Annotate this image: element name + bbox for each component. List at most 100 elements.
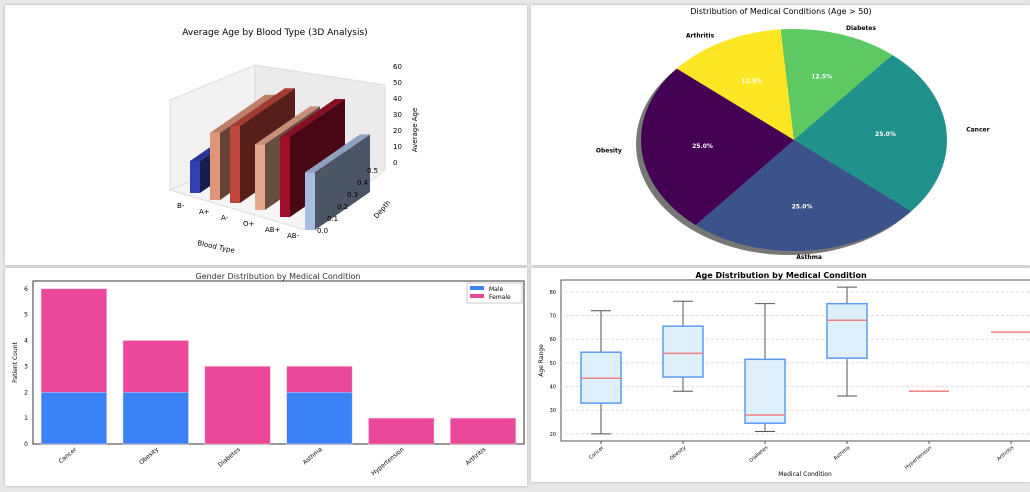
bar-front (230, 126, 240, 203)
x-tick-label: Diabetes (217, 446, 242, 468)
bar-front (255, 144, 265, 210)
x-tick-label: Hypertension (370, 446, 405, 477)
y-tick-label: 40 (550, 385, 556, 391)
z-tick-label: 50 (393, 79, 402, 87)
z-tick-label: 60 (393, 63, 402, 71)
pie-pct-label: 25.0% (875, 131, 896, 138)
pie-slice-obesity (641, 68, 794, 226)
z-tick-label: 0 (393, 159, 397, 167)
pie-label: Asthma (796, 254, 822, 261)
x-tick-label: A- (221, 214, 229, 222)
bar-female (286, 366, 353, 393)
x-tick-label: Arthritis (996, 445, 1015, 463)
chart-title: Age Distribution by Medical Condition (695, 271, 867, 280)
x-tick-label: Arthritis (464, 446, 487, 467)
legend-label: Female (489, 294, 511, 301)
y-tick-label: 0.0 (317, 227, 328, 235)
z-tick-label: 10 (393, 143, 402, 151)
z-axis-label: Average Age (411, 108, 419, 153)
pie-pct-label: 25.0% (692, 143, 713, 150)
y-tick-label: 0.3 (347, 191, 358, 199)
z-tick-label: 30 (393, 111, 402, 119)
bar-female (450, 417, 517, 445)
x-tick-label: Hypertension (904, 445, 933, 471)
box (826, 302, 868, 359)
legend-swatch (470, 294, 484, 298)
panel-pie: Distribution of Medical Conditions (Age … (531, 5, 1030, 265)
y-tick-label: 80 (550, 290, 556, 296)
y-axis-label: Depth (372, 199, 392, 220)
pie-slice-asthma (695, 140, 912, 251)
pie-slice-diabetes (780, 29, 893, 141)
x-tick-label: AB- (287, 232, 300, 240)
pie-pct-label: 25.0% (792, 203, 813, 210)
chart-title: Distribution of Medical Conditions (Age … (690, 7, 871, 16)
z-tick-label: 40 (393, 95, 402, 103)
y-tick-label: 70 (550, 314, 556, 320)
box (662, 325, 704, 378)
y-tick-label: 0.4 (357, 179, 369, 187)
y-tick-label: 5 (24, 312, 28, 319)
legend-label: Male (489, 286, 504, 293)
x-tick-label: Diabetes (748, 445, 769, 464)
y-axis-label: Age Range (538, 344, 545, 377)
y-tick-label: 0 (24, 441, 28, 448)
bar-top (280, 99, 345, 137)
y-axis-label: Patient Count (12, 342, 19, 383)
bar-male (286, 392, 353, 445)
y-tick-label: 4 (24, 338, 28, 345)
panel-box: Age Distribution by Medical Condition 20 3… (531, 268, 1030, 482)
bar-front (305, 172, 315, 230)
chart-title: Gender Distribution by Medical Condition (196, 272, 361, 281)
pie-label: Obesity (596, 147, 622, 154)
y-tick-label: 2 (24, 389, 28, 396)
chart-stacked-bar: Gender Distribution by Medical Condition… (12, 272, 525, 477)
x-tick-label: B- (177, 202, 185, 210)
y-tick-label: 3 (24, 363, 28, 370)
y-tick-label: 50 (550, 361, 556, 367)
y-tick-label: 60 (550, 337, 556, 343)
bar-front (190, 161, 200, 193)
chart-pie: Distribution of Medical Conditions (Age … (596, 7, 990, 261)
plot-frame (560, 279, 1030, 442)
x-tick-label: Asthma (302, 446, 324, 466)
bar-top (210, 94, 275, 133)
y-tick-label: 0.2 (337, 203, 348, 211)
bar-front (280, 137, 290, 217)
x-tick-label: Cancer (58, 446, 79, 465)
y-tick-label: 20 (550, 432, 556, 438)
bar-female (368, 417, 435, 445)
x-tick-label: Cancer (588, 444, 606, 461)
x-axis-label: Blood Type (197, 239, 236, 255)
z-tick-label: 20 (393, 127, 402, 135)
chart-title: Average Age by Blood Type (3D Analysis) (182, 28, 367, 38)
bar-top (255, 106, 320, 145)
legend-swatch (470, 286, 484, 290)
pie-pct-label: 12.5% (811, 73, 832, 80)
y-tick-label: 0.1 (327, 215, 338, 223)
bar-top (230, 88, 295, 127)
pie-pct-label: 12.5% (741, 78, 762, 85)
bar-male (40, 392, 107, 445)
bar-front (210, 132, 220, 200)
y-tick-label: 1 (24, 415, 28, 422)
chart-3d-bar: Average Age by Blood Type (3D Analysis) 0… (168, 28, 419, 255)
plot-frame (32, 280, 525, 445)
box (744, 358, 786, 424)
pie-label: Cancer (966, 127, 989, 134)
pie-slice-arthritis (676, 29, 794, 141)
bar-female (40, 288, 107, 393)
y-tick-label: 0.5 (367, 167, 378, 175)
y-tick-label: 30 (550, 408, 556, 414)
x-tick-label: Obesity (669, 445, 688, 462)
pie-label: Diabetes (846, 25, 876, 32)
bar-side (315, 134, 370, 230)
pie-label: Arthritis (686, 33, 715, 40)
y-tick-label: 6 (24, 286, 28, 293)
bar-top (305, 134, 370, 173)
bar-female (122, 340, 189, 393)
x-tick-label: AB+ (265, 226, 281, 234)
pie-slice-cancer (794, 54, 947, 212)
chart-box: Age Distribution by Medical Condition 20 3… (538, 271, 1030, 478)
bar-female (204, 366, 271, 445)
